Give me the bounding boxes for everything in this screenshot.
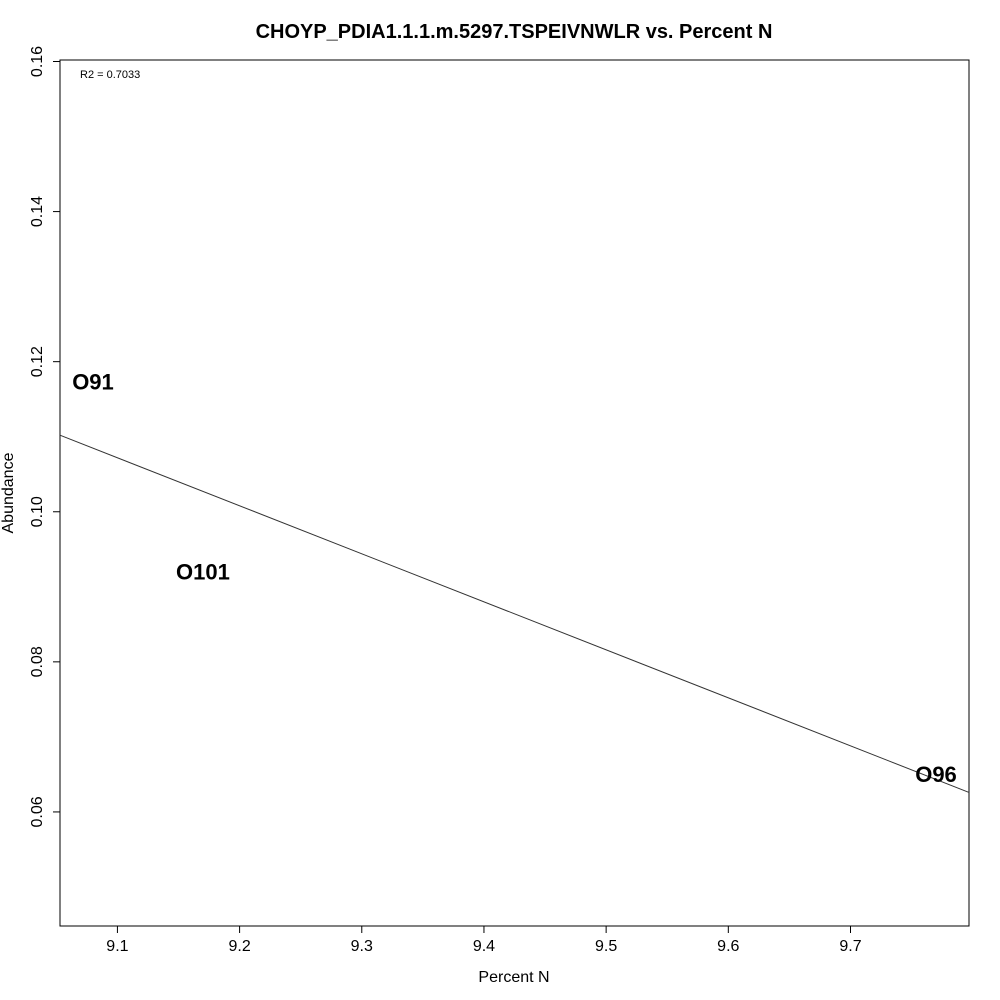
- plot-frame: [59, 59, 970, 927]
- point-label-o101: O101: [176, 559, 230, 584]
- x-axis-label: Percent N: [478, 969, 549, 986]
- point-label-o96: O96: [915, 762, 957, 787]
- trend-line: [59, 434, 970, 793]
- x-tick-label: 9.6: [717, 938, 739, 955]
- x-tick-label: 9.5: [595, 938, 617, 955]
- y-tick-label: 0.12: [29, 346, 46, 377]
- y-tick-label: 0.06: [29, 796, 46, 827]
- x-tick-label: 9.1: [106, 938, 128, 955]
- x-tick-label: 9.4: [473, 938, 495, 955]
- y-axis-label: Abundance: [0, 452, 17, 533]
- y-axis: 0.06 0.08 0.10 0.12 0.14 0.16: [29, 46, 60, 828]
- x-tick-label: 9.3: [351, 938, 373, 955]
- y-tick-label: 0.14: [29, 196, 46, 227]
- chart-title: CHOYP_PDIA1.1.1.m.5297.TSPEIVNWLR vs. Pe…: [256, 21, 773, 43]
- x-axis: 9.1 9.2 9.3 9.4 9.5 9.6 9.7: [106, 926, 862, 955]
- data-points: O91 O101 O96: [72, 369, 957, 786]
- x-tick-label: 9.2: [228, 938, 250, 955]
- y-tick-label: 0.08: [29, 646, 46, 677]
- r2-annotation: R2 = 0.7033: [80, 69, 140, 81]
- y-tick-label: 0.16: [29, 46, 46, 77]
- point-label-o91: O91: [72, 369, 114, 394]
- x-tick-label: 9.7: [839, 938, 861, 955]
- y-tick-label: 0.10: [29, 496, 46, 527]
